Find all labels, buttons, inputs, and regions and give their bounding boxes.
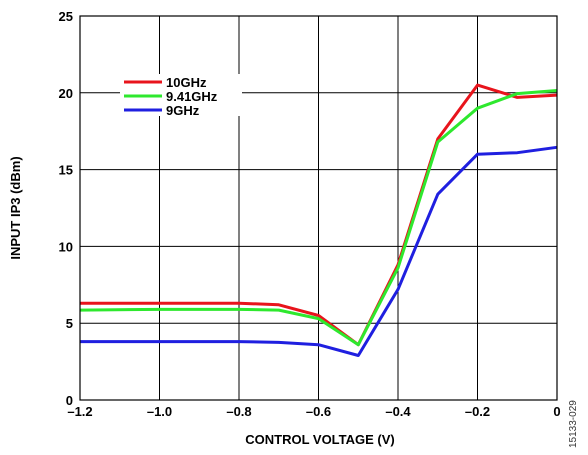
- y-tick-label: 20: [59, 86, 73, 101]
- y-tick-label: 5: [66, 316, 73, 331]
- series-line-9-41ghz: [79, 89, 558, 347]
- x-tick-label: –1.0: [147, 404, 172, 419]
- legend-label-9ghz: 9GHz: [166, 103, 200, 118]
- plot-frame: [79, 15, 558, 401]
- tick-labels: –1.2 –1.0 –0.8 –0.6 –0.4 –0.2 0 0 5 10 15 20 25: [59, 9, 561, 419]
- y-axis-title: INPUT IP3 (dBm): [8, 156, 23, 259]
- legend-background: [120, 88, 242, 102]
- y-tick-label: 15: [59, 163, 73, 178]
- series-lines: [79, 83, 558, 357]
- legend-background: [120, 74, 242, 88]
- x-tick-label: –1.2: [67, 404, 92, 419]
- x-tick-label: 0: [553, 404, 560, 419]
- x-tick-label: –0.4: [385, 404, 411, 419]
- series-line-9ghz: [80, 145, 558, 357]
- legend-label-10ghz: 10GHz: [166, 75, 207, 90]
- x-axis-title: CONTROL VOLTAGE (V): [245, 432, 395, 447]
- legend-label-9-41ghz: 9.41GHz: [166, 89, 218, 104]
- x-tick-label: –0.6: [306, 404, 331, 419]
- y-tick-label: 25: [59, 9, 73, 24]
- figure-id-label: 15133-029: [568, 400, 579, 448]
- y-tick-label: 10: [59, 239, 73, 254]
- legend-background: [120, 102, 242, 116]
- x-tick-label: –0.2: [465, 404, 490, 419]
- x-tick-label: –0.8: [226, 404, 251, 419]
- y-tick-label: 0: [66, 393, 73, 408]
